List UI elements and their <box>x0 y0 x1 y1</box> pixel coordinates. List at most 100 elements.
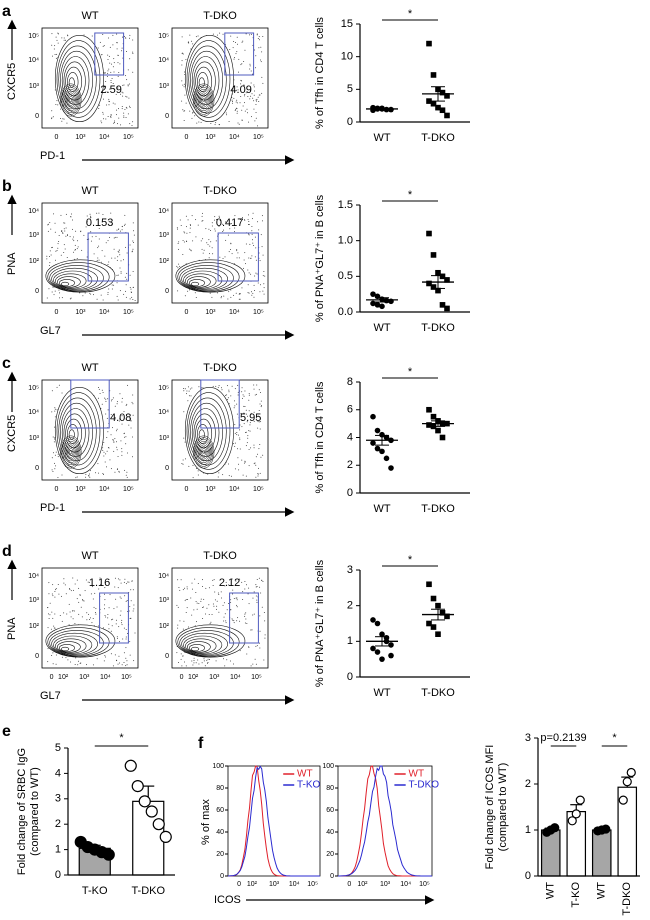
event-dot <box>185 599 187 601</box>
contour <box>51 632 98 656</box>
event-dot <box>188 626 190 628</box>
event-dot <box>234 388 236 390</box>
event-dot <box>189 224 191 226</box>
event-dot <box>109 62 111 64</box>
event-dot <box>109 88 111 90</box>
event-dot <box>189 232 191 234</box>
event-dot <box>123 433 125 435</box>
event-dot <box>250 273 252 275</box>
event-dot <box>117 75 119 77</box>
event-dot <box>124 469 126 471</box>
event-dot <box>248 646 250 648</box>
event-dot <box>63 118 65 120</box>
event-dot <box>230 599 232 601</box>
contour <box>177 627 240 657</box>
contour <box>68 77 75 88</box>
data-point <box>618 795 628 805</box>
x-tick-label: T-KO <box>82 885 108 897</box>
contour <box>190 50 223 110</box>
event-dot <box>102 392 104 394</box>
event-dot <box>248 292 250 294</box>
event-dot <box>180 225 182 227</box>
event-dot <box>226 659 228 661</box>
event-dot <box>56 386 58 388</box>
event-dot <box>119 254 121 256</box>
x-tick-label: 10³ <box>269 881 280 888</box>
event-dot <box>65 227 67 229</box>
event-dot <box>50 254 52 256</box>
event-dot <box>125 116 127 118</box>
event-dot <box>183 437 185 439</box>
event-dot <box>61 656 63 658</box>
x-tick-label: 10⁵ <box>253 309 264 316</box>
event-dot <box>61 37 63 39</box>
event-dot <box>212 584 214 586</box>
event-dot <box>70 590 72 592</box>
event-dot <box>61 474 63 476</box>
event-dot <box>264 620 266 622</box>
event-dot <box>200 121 202 123</box>
event-dot <box>186 588 188 590</box>
event-dot <box>253 591 255 593</box>
data-point <box>444 93 450 99</box>
event-dot <box>76 598 78 600</box>
event-dot <box>124 595 126 597</box>
event-dot <box>102 447 104 449</box>
event-dot <box>129 105 131 107</box>
event-dot <box>55 250 57 252</box>
event-dot <box>126 452 128 454</box>
y-tick-label: 40 <box>326 829 334 836</box>
event-dot <box>126 79 128 81</box>
event-dot <box>111 288 113 290</box>
event-dot <box>244 405 246 407</box>
event-dot <box>234 110 236 112</box>
event-dot <box>113 284 115 286</box>
event-dot <box>243 412 245 414</box>
event-dot <box>127 113 129 115</box>
event-dot <box>89 470 91 472</box>
event-dot <box>195 600 197 602</box>
y-axis-label: % of Tfh in CD4 T cells <box>314 381 326 493</box>
event-dot <box>262 275 264 277</box>
event-dot <box>108 100 110 102</box>
event-dot <box>243 423 245 425</box>
event-dot <box>122 36 124 38</box>
contour <box>177 262 240 292</box>
event-dot <box>248 224 250 226</box>
event-dot <box>249 63 251 65</box>
event-dot <box>86 664 88 666</box>
event-dot <box>234 442 236 444</box>
event-dot <box>121 451 123 453</box>
event-dot <box>72 219 74 221</box>
event-dot <box>57 42 59 44</box>
event-dot <box>130 291 132 293</box>
event-dot <box>185 458 187 460</box>
event-dot <box>241 63 243 65</box>
event-dot <box>234 215 236 217</box>
y-tick-label: 20 <box>216 851 224 858</box>
event-dot <box>257 467 259 469</box>
event-dot <box>208 228 210 230</box>
event-dot <box>244 110 246 112</box>
event-dot <box>258 389 260 391</box>
contour <box>195 66 213 97</box>
event-dot <box>248 257 250 259</box>
event-dot <box>189 34 191 36</box>
event-dot <box>120 440 122 442</box>
event-dot <box>133 234 135 236</box>
event-dot <box>212 253 214 255</box>
event-dot <box>260 400 262 402</box>
event-dot <box>203 598 205 600</box>
event-dot <box>54 596 56 598</box>
event-dot <box>134 299 136 301</box>
event-dot <box>241 217 243 219</box>
event-dot <box>247 437 249 439</box>
event-dot <box>236 250 238 252</box>
event-dot <box>237 384 239 386</box>
event-dot <box>200 598 202 600</box>
event-dot <box>105 453 107 455</box>
event-dot <box>241 459 243 461</box>
event-dot <box>195 591 197 593</box>
event-dot <box>130 600 132 602</box>
event-dot <box>190 395 192 397</box>
